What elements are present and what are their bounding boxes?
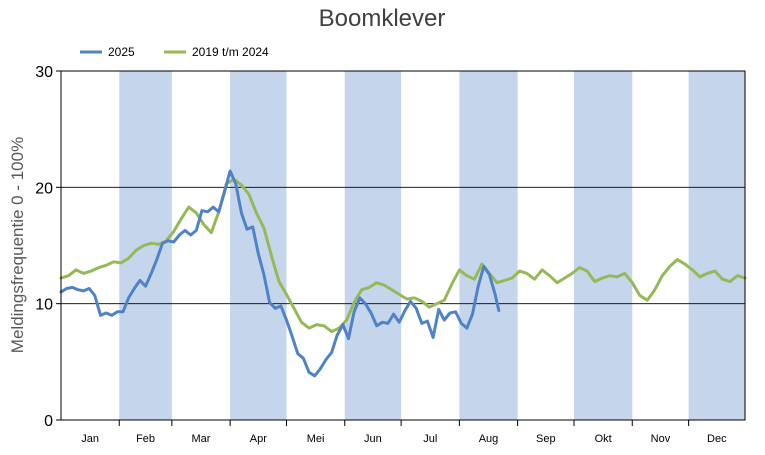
series-line-2019-t-m-2024 [59,177,747,334]
y-axis: 0 10 20 30 [35,64,61,430]
x-tick-label-jul: Jul [423,433,437,445]
x-tick-label-sep: Sep [536,433,556,445]
month-band-aug [459,71,518,420]
x-tick-label-aug: Aug [479,433,499,445]
x-tick-label-jan: Jan [81,433,99,445]
month-band-jun [344,71,402,420]
x-axis: Jan Feb Mar Apr Mei Jun Jul Aug Sep Okt Nov Dec [81,420,727,445]
y-tick-label: 30 [35,64,53,81]
legend: 2025 2019 t/m 2024 [80,45,269,59]
chart-title: Boomklever [319,5,446,32]
y-axis-label: Meldingsfrequentie 0 - 100% [8,137,27,353]
month-band-apr [230,71,287,420]
x-tick-label-mei: Mei [307,433,325,445]
x-tick-label-dec: Dec [707,433,727,445]
series-layer [59,169,747,378]
gridlines [61,186,745,305]
x-tick-label-okt: Okt [595,433,612,445]
month-band-dec [688,71,745,420]
legend-label: 2019 t/m 2024 [192,45,269,59]
series-line-2025 [59,169,501,378]
x-tick-label-feb: Feb [136,433,155,445]
y-tick-label: 0 [44,413,53,430]
x-tick-label-nov: Nov [651,433,671,445]
x-tick-label-jun: Jun [364,433,382,445]
month-bands [119,71,745,420]
y-tick-label: 10 [35,297,53,314]
y-tick-label: 20 [35,180,53,197]
month-band-okt [574,71,633,420]
legend-label: 2025 [108,45,135,59]
plot-frame [60,70,746,421]
x-tick-label-mar: Mar [192,433,211,445]
x-tick-label-apr: Apr [250,433,267,445]
